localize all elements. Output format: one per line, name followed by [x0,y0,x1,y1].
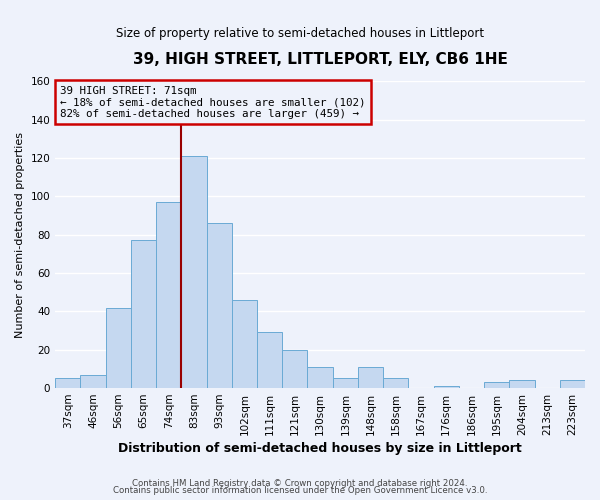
Y-axis label: Number of semi-detached properties: Number of semi-detached properties [15,132,25,338]
Bar [257,332,282,388]
Text: Contains public sector information licensed under the Open Government Licence v3: Contains public sector information licen… [113,486,487,495]
Text: Size of property relative to semi-detached houses in Littleport: Size of property relative to semi-detach… [116,28,484,40]
Text: Contains HM Land Registry data © Crown copyright and database right 2024.: Contains HM Land Registry data © Crown c… [132,478,468,488]
Bar [156,202,181,388]
Bar [484,382,509,388]
Bar [106,308,131,388]
Bar [383,378,409,388]
Bar [206,223,232,388]
Bar [560,380,585,388]
Bar [55,378,80,388]
Bar [131,240,156,388]
Bar [232,300,257,388]
Title: 39, HIGH STREET, LITTLEPORT, ELY, CB6 1HE: 39, HIGH STREET, LITTLEPORT, ELY, CB6 1H… [133,52,508,68]
X-axis label: Distribution of semi-detached houses by size in Littleport: Distribution of semi-detached houses by … [118,442,522,455]
Bar [181,156,206,388]
Bar [80,374,106,388]
Bar [434,386,459,388]
Bar [509,380,535,388]
Bar [307,367,332,388]
Text: 39 HIGH STREET: 71sqm
← 18% of semi-detached houses are smaller (102)
82% of sem: 39 HIGH STREET: 71sqm ← 18% of semi-deta… [61,86,366,119]
Bar [358,367,383,388]
Bar [332,378,358,388]
Bar [282,350,307,388]
